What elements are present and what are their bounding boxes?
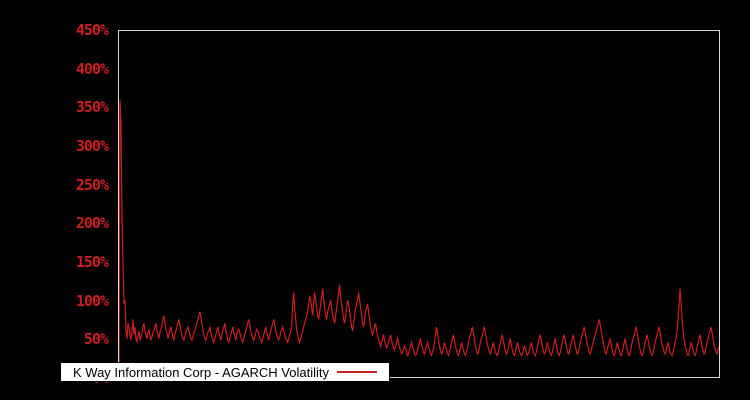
y-axis-tick-150: 150% [8,253,108,271]
y-axis-tick-400: 400% [8,60,108,78]
legend-label: K Way Information Corp - AGARCH Volatili… [73,365,329,380]
agarch-volatility-line [119,100,719,373]
chart-container: 0%50%100%150%200%250%300%350%400%450% K … [0,0,750,400]
y-axis-tick-100: 100% [8,292,108,310]
chart-legend: K Way Information Corp - AGARCH Volatili… [60,362,390,382]
y-axis-tick-50: 50% [8,330,108,348]
legend-line-swatch [337,371,377,373]
y-axis-tick-300: 300% [8,137,108,155]
y-axis-tick-450: 450% [8,21,108,39]
y-axis-tick-200: 200% [8,214,108,232]
volatility-line-chart [119,31,719,377]
plot-area [118,30,720,378]
y-axis-tick-350: 350% [8,98,108,116]
y-axis-tick-250: 250% [8,176,108,194]
